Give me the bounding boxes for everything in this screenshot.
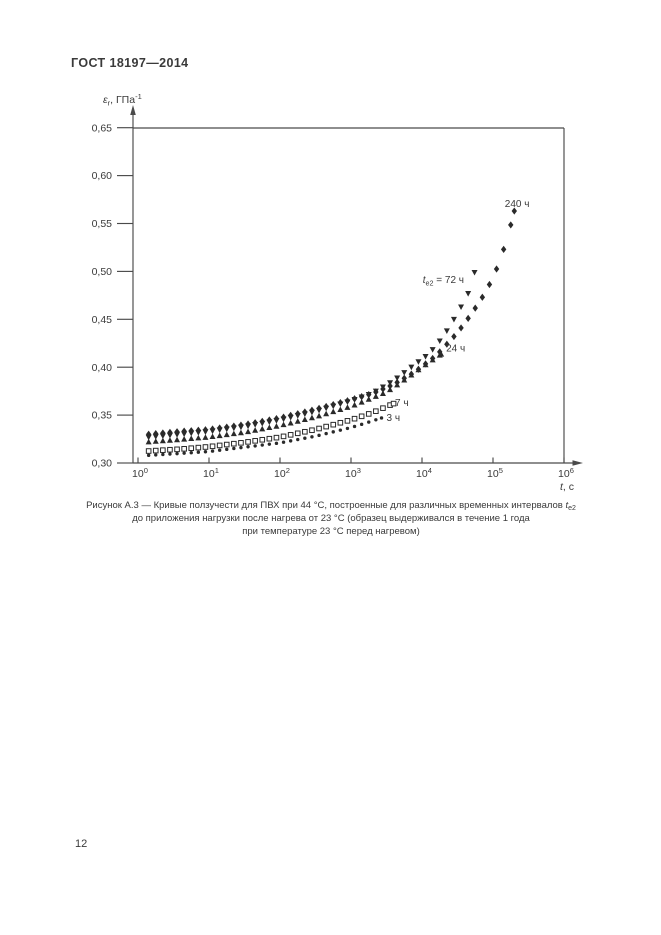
label-24h: 24 ч	[446, 343, 465, 354]
figure-caption: Рисунок А.3 — Кривые ползучести для ПВХ …	[35, 499, 627, 538]
caption-line-3: при температуре 23 °С перед нагревом)	[242, 526, 420, 537]
x-tick-label: 103	[345, 466, 361, 480]
creep-chart: 0,30 0,35 0,40 0,45 0,50 0,55 0,60 0,65 100 101 10…	[92, 92, 583, 493]
x-tick-label: 106	[558, 466, 574, 480]
x-tick-label: 104	[416, 466, 432, 480]
y-tick-label: 0,50	[92, 266, 113, 278]
label-72h: te2 = 72 ч	[423, 275, 464, 288]
y-tick-label: 0,45	[92, 314, 113, 326]
series-te2-3h	[146, 416, 384, 458]
x-tick-label: 100	[132, 466, 148, 480]
x-axis-title: t, с	[560, 481, 574, 493]
te2-subscript: e2	[568, 505, 576, 512]
y-tick-label: 0,60	[92, 170, 113, 182]
creep-chart-svg: 0,30 0,35 0,40 0,45 0,50 0,55 0,60 0,65 100 101 10…	[92, 92, 583, 493]
series-te2-240h	[145, 207, 517, 438]
x-tick-label: 101	[203, 466, 219, 480]
series-te2-72h	[145, 269, 478, 441]
y-tick-label: 0,55	[92, 218, 113, 230]
page-number: 12	[75, 838, 88, 850]
axes	[117, 105, 583, 466]
label-3h: 3 ч	[387, 413, 401, 424]
y-tick-label: 0,30	[92, 458, 113, 470]
caption-line-1: Рисунок А.3 — Кривые ползучести для ПВХ …	[86, 500, 576, 512]
y-axis-title: εr, ГПа-1	[103, 92, 142, 108]
x-tick-label: 105	[487, 466, 503, 480]
caption-line-2: до приложения нагрузки после нагрева от …	[132, 513, 530, 524]
label-7h: 7 ч	[395, 398, 409, 409]
y-tick-label: 0,65	[92, 122, 113, 134]
y-axis-arrow	[130, 105, 136, 115]
series-te2-7h	[145, 400, 397, 454]
standard-number-header: ГОСТ 18197—2014	[71, 56, 189, 70]
y-tick-label: 0,40	[92, 362, 113, 374]
label-240h: 240 ч	[505, 199, 530, 210]
y-tick-label: 0,35	[92, 410, 113, 422]
x-tick-label: 102	[274, 466, 290, 480]
te2-symbol: t	[565, 500, 569, 511]
x-axis-arrow	[572, 460, 583, 466]
